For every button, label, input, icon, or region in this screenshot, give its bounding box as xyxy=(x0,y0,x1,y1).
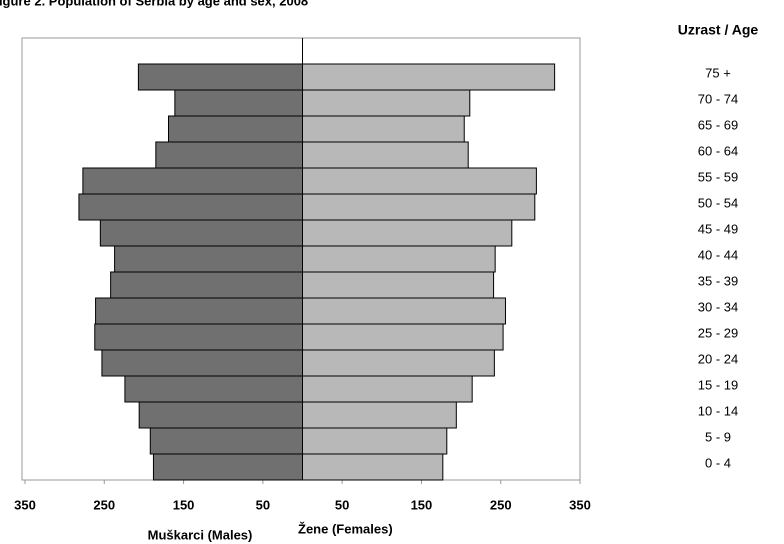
x-tick-label: 250 xyxy=(490,497,512,512)
bar xyxy=(302,427,448,455)
category-label: 70 - 74 xyxy=(698,91,738,106)
category-label: 50 - 54 xyxy=(698,195,738,210)
bar xyxy=(302,219,513,247)
bar xyxy=(302,453,444,481)
bar xyxy=(174,89,304,117)
bar xyxy=(302,297,506,325)
category-label: 45 - 49 xyxy=(698,221,738,236)
category-label: 0 - 4 xyxy=(705,455,731,470)
category-label: 20 - 24 xyxy=(698,351,738,366)
category-label: 65 - 69 xyxy=(698,117,738,132)
legend-label: Muškarci (Males) xyxy=(148,527,253,542)
bar xyxy=(99,219,303,247)
bar xyxy=(302,349,495,377)
bar xyxy=(302,245,496,273)
bar xyxy=(302,375,473,403)
category-label: 60 - 64 xyxy=(698,143,738,158)
bar xyxy=(138,401,303,429)
category-title: Uzrast / Age xyxy=(678,22,759,38)
bar xyxy=(95,297,303,325)
bar xyxy=(101,349,303,377)
x-tick-label: 350 xyxy=(14,497,36,512)
category-label: 40 - 44 xyxy=(698,247,738,262)
category-label: 35 - 39 xyxy=(698,273,738,288)
bar xyxy=(302,193,536,221)
bar xyxy=(302,323,504,351)
chart-title: Figure 2. Population of Serbia by age an… xyxy=(0,0,308,8)
bar xyxy=(152,453,303,481)
bar xyxy=(302,63,556,91)
x-tick-label: 150 xyxy=(173,497,195,512)
bar xyxy=(168,115,303,143)
bar xyxy=(82,167,303,195)
bar xyxy=(302,141,469,169)
x-tick-label: 50 xyxy=(335,497,349,512)
bar xyxy=(137,63,303,91)
category-label: 10 - 14 xyxy=(698,403,738,418)
bar xyxy=(78,193,303,221)
bar xyxy=(94,323,304,351)
category-label: 30 - 34 xyxy=(698,299,738,314)
legend-label: Žene (Females) xyxy=(298,521,393,536)
bar xyxy=(302,271,495,299)
x-tick-label: 350 xyxy=(569,497,591,512)
x-tick-label: 150 xyxy=(411,497,433,512)
category-label: 55 - 59 xyxy=(698,169,738,184)
bar xyxy=(302,401,457,429)
category-label: 75 + xyxy=(705,65,731,80)
x-tick-label: 50 xyxy=(256,497,270,512)
bar xyxy=(124,375,304,403)
category-label: 15 - 19 xyxy=(698,377,738,392)
bar xyxy=(302,89,471,117)
bar xyxy=(110,271,303,299)
bar xyxy=(302,167,537,195)
bar xyxy=(114,245,304,273)
bar xyxy=(155,141,303,169)
category-label: 25 - 29 xyxy=(698,325,738,340)
bar xyxy=(302,115,465,143)
bar xyxy=(149,427,303,455)
x-tick-label: 250 xyxy=(93,497,115,512)
category-label: 5 - 9 xyxy=(705,429,731,444)
